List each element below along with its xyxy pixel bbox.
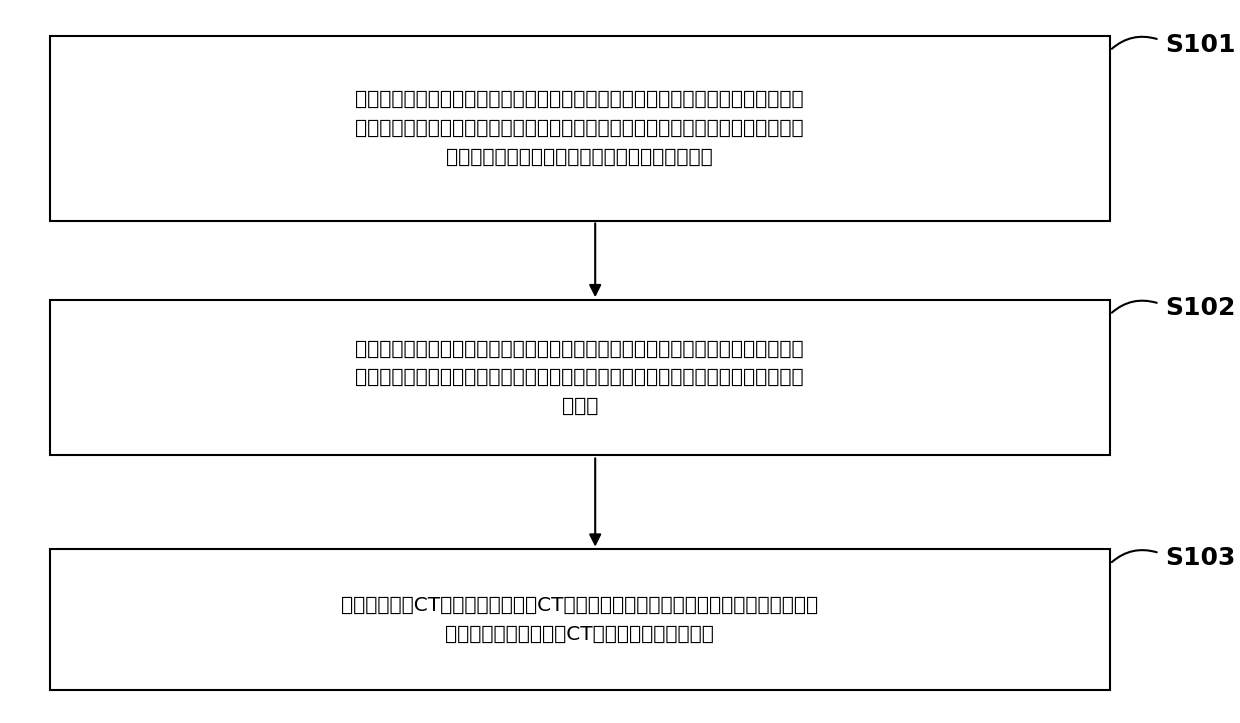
Text: S101: S101 <box>1166 33 1236 56</box>
Text: 对重建后原始CT图像与获得的校正CT图像之间的差异图像应用高斯滤波；滤波后的差
异图像被添加到校正的CT图像实现对比度补偿。: 对重建后原始CT图像与获得的校正CT图像之间的差异图像应用高斯滤波；滤波后的差 … <box>341 596 818 644</box>
Bar <box>50 549 1110 690</box>
Text: S102: S102 <box>1166 296 1236 320</box>
Bar <box>50 36 1110 221</box>
Text: S103: S103 <box>1166 546 1236 570</box>
Text: 对投影数据进行预处理，纠正投影域中值接近零或饱和的缺陷像素，平稳投影域中由
于光子技术探测器的每一个小探测器间的相应不一致性所造成的信号浮动，去除光子
技术探测: 对投影数据进行预处理，纠正投影域中值接近零或饱和的缺陷像素，平稳投影域中由 于光… <box>356 90 804 166</box>
Bar <box>50 300 1110 455</box>
Text: 计算沿正弦图中所有视角的每个探测器元素的平均值得到一维校正矢量与正弦图在所
有视角上逐行相乘；计算沿正弦图中每个角度的平均值得到一维校正向量与正弦图逐
列相乘: 计算沿正弦图中所有视角的每个探测器元素的平均值得到一维校正矢量与正弦图在所 有视… <box>356 340 804 416</box>
